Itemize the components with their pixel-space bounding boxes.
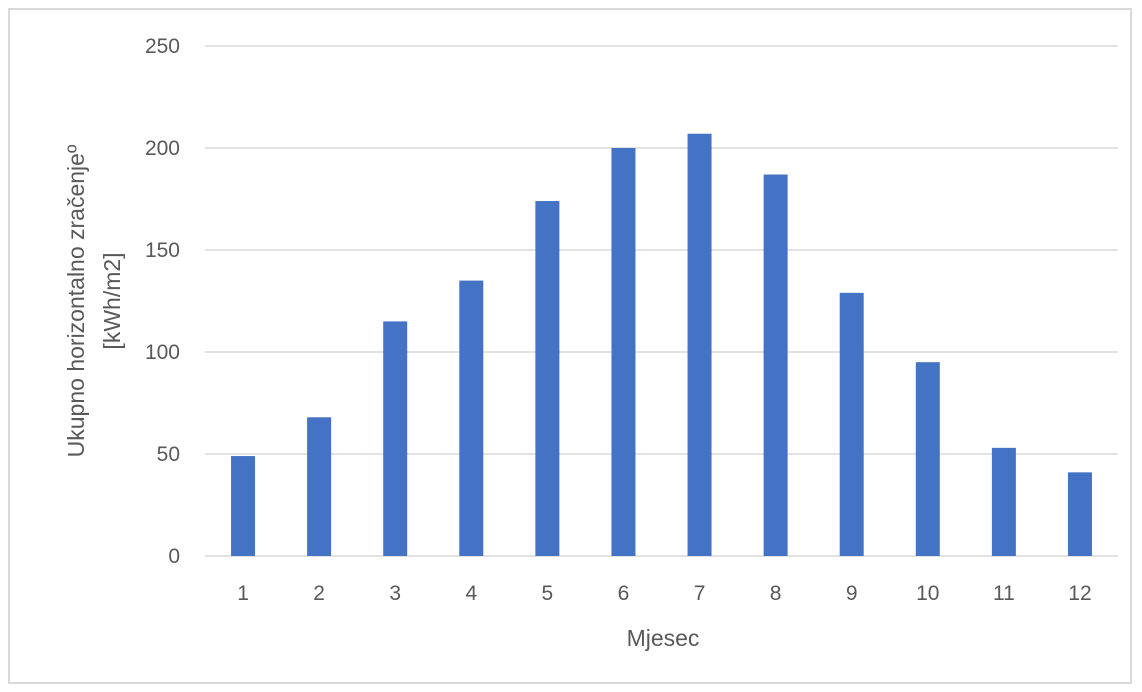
bar-9 — [839, 292, 864, 556]
y-axis-ticks: 0 50 100 150 200 250 — [145, 35, 180, 568]
y-tick-label: 0 — [168, 545, 180, 568]
y-tick-label: 250 — [145, 35, 180, 58]
y-tick-label: 200 — [145, 137, 180, 160]
x-tick-label: 12 — [1068, 582, 1091, 605]
bar-8 — [763, 174, 788, 556]
x-axis-ticks: 1 2 3 4 5 6 7 8 9 10 11 12 — [237, 582, 1091, 605]
y-tick-label: 50 — [157, 443, 180, 466]
x-tick-label: 5 — [542, 582, 554, 605]
bar-6 — [611, 148, 636, 556]
x-tick-label: 3 — [389, 582, 401, 605]
bar-2 — [307, 417, 332, 556]
y-axis-title-line-2: [kWh/m2] — [99, 252, 125, 349]
bar-12 — [1067, 472, 1092, 556]
y-axis-title-line-1: Ukupno horizontalno zračenjeº — [63, 144, 89, 457]
x-tick-label: 6 — [618, 582, 630, 605]
x-tick-label: 9 — [846, 582, 858, 605]
bar-7 — [687, 133, 712, 556]
x-tick-label: 10 — [916, 582, 939, 605]
y-tick-label: 100 — [145, 341, 180, 364]
bar-10 — [915, 362, 940, 556]
bar-3 — [383, 321, 408, 556]
x-tick-label: 1 — [237, 582, 249, 605]
x-tick-label: 8 — [770, 582, 782, 605]
gridlines — [205, 45, 1118, 557]
y-tick-label: 150 — [145, 239, 180, 262]
bar-5 — [535, 201, 560, 557]
x-tick-label: 11 — [993, 582, 1015, 605]
bar-11 — [991, 447, 1016, 556]
x-tick-label: 2 — [313, 582, 325, 605]
bar-4 — [459, 280, 484, 556]
x-tick-label: 4 — [465, 582, 477, 605]
bar-1 — [231, 456, 256, 556]
y-axis-title: Ukupno horizontalno zračenjeº [kWh/m2] — [63, 144, 125, 457]
chart-frame — [8, 8, 1132, 684]
bars — [231, 133, 1092, 557]
x-axis-title: Mjesec — [627, 625, 700, 651]
x-tick-label: 7 — [694, 582, 706, 605]
